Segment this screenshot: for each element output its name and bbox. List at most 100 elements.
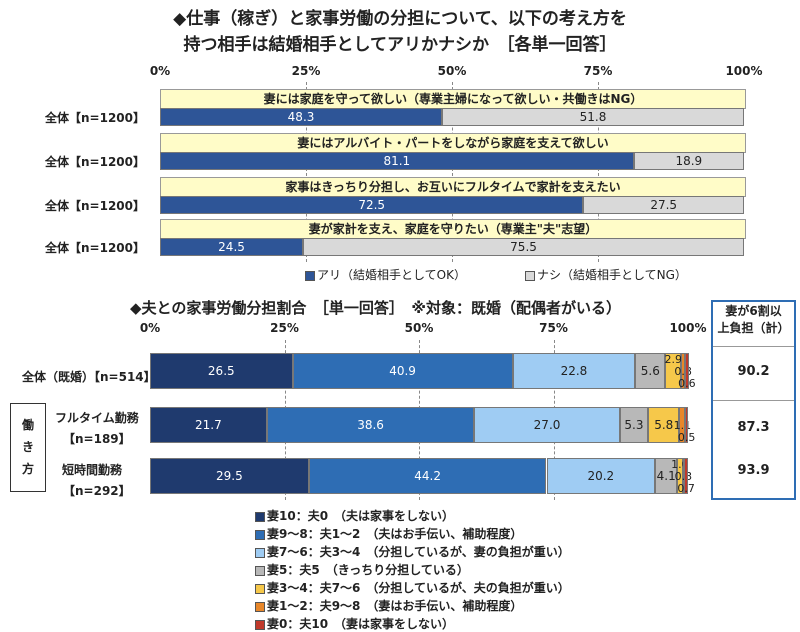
- bar-nashi: 75.5: [303, 238, 744, 256]
- row-label-total: 全体【n=1200】: [45, 199, 145, 213]
- side-char-1: 働: [21, 418, 34, 432]
- legend-ari-label: アリ（結婚相手としてOK）: [317, 268, 466, 282]
- axis2-tick-label: 100%: [669, 321, 707, 335]
- summary-value-all: 90.2: [737, 364, 770, 379]
- bar-segment: 40.9: [292, 353, 513, 389]
- bar-segment-small-label: 0.5: [677, 430, 696, 444]
- bar-segment: [677, 458, 683, 494]
- row-label-all-married: 全体（既婚）【n=514】: [22, 370, 156, 384]
- bar-segment-small-label: 0.6: [678, 376, 696, 390]
- bar-ari: 72.5: [160, 196, 584, 214]
- legend2-label: 妻5：夫5 （きっちり分担している）: [267, 563, 469, 577]
- bar-nashi: 51.8: [442, 108, 744, 126]
- bar-segment: 21.7: [150, 407, 267, 443]
- legend2-swatch: [255, 529, 265, 540]
- bar-ari: 48.3: [160, 108, 443, 126]
- axis1-gridline: [306, 82, 307, 262]
- bar-segment: 4.1: [655, 458, 678, 494]
- axis1-gridline: [598, 82, 599, 262]
- bar-segment: [684, 458, 688, 494]
- bar-nashi: 18.9: [633, 152, 744, 170]
- axis1-tick-label: 50%: [437, 64, 467, 78]
- row-label-fulltime: フルタイム勤務: [55, 411, 139, 425]
- question-label: 妻にはアルバイト・パートをしながら家庭を支えて欲しい: [160, 133, 746, 153]
- legend2-item: 妻3～4：夫7～6 （分担しているが、夫の負担が重い）: [255, 579, 570, 596]
- row-label-parttime: 短時間勤務: [62, 463, 123, 477]
- axis2-tick-label: 50%: [404, 321, 434, 335]
- summary-value-fulltime: 87.3: [737, 420, 770, 435]
- axis2-tick-label: 25%: [270, 321, 299, 335]
- row-label-total: 全体【n=1200】: [45, 241, 145, 255]
- bar-ari: 24.5: [160, 238, 304, 256]
- chart-title-line2: 持つ相手は結婚相手としてアリかナシか ［各単一回答］: [183, 35, 617, 55]
- question-label: 家事はきっちり分担し、お互いにフルタイムで家計を支えたい: [160, 177, 746, 197]
- legend2-label: 妻10：夫0 （夫は家事をしない）: [267, 509, 455, 523]
- row-label-total: 全体【n=1200】: [45, 155, 145, 169]
- axis1-tick-label: 25%: [291, 64, 321, 78]
- row-label-fulltime-n: 【n=189】: [63, 432, 131, 446]
- legend2-item: 妻0：夫10 （妻は家事をしない）: [255, 615, 454, 632]
- bar-segment: 26.5: [150, 353, 293, 389]
- bar-segment: [679, 407, 686, 443]
- bar-segment: 22.8: [512, 353, 636, 389]
- legend2-item: 妻1～2：夫9～8 （妻はお手伝い、補助程度）: [255, 597, 522, 614]
- legend2-item: 妻10：夫0 （夫は家事をしない）: [255, 507, 454, 524]
- legend-nashi-swatch: [525, 270, 535, 281]
- bar-segment: 29.5: [150, 458, 309, 494]
- axis1-tick-label: 75%: [583, 64, 613, 78]
- axis2-tick-label: 75%: [539, 321, 568, 335]
- side-char-3: 方: [21, 462, 34, 476]
- axis2-tick-label: 0%: [139, 321, 161, 335]
- summary-box: [711, 300, 796, 500]
- bar-segment: [685, 353, 689, 389]
- question-label: 妻が家計を支え、家庭を守りたい（専業主"夫"志望）: [160, 219, 746, 239]
- summary-divider: [713, 400, 794, 401]
- legend2-item: 妻9～8：夫1～2 （夫はお手伝い、補助程度）: [255, 525, 522, 542]
- row-label-total: 全体【n=1200】: [45, 111, 145, 125]
- bar-segment: 27.0: [474, 407, 620, 443]
- bar-segment: 5.6: [635, 353, 666, 389]
- bar-segment: 5.3: [619, 407, 649, 443]
- summary-header: 妻が6割以 上負担（計）: [711, 303, 796, 337]
- row-label-parttime-n: 【n=292】: [63, 484, 131, 498]
- legend2-label: 妻9～8：夫1～2 （夫はお手伝い、補助程度）: [267, 527, 523, 541]
- bar-segment: 5.8: [648, 407, 680, 443]
- bar-nashi: 27.5: [583, 196, 744, 214]
- summary-divider: [713, 346, 794, 347]
- legend2-label: 妻3～4：夫7～6 （分担しているが、夫の負担が重い）: [267, 581, 570, 595]
- summary-header-line2: 上負担（計）: [717, 321, 790, 335]
- legend2-label: 妻0：夫10 （妻は家事をしない）: [267, 617, 455, 631]
- work-style-group-box: [10, 403, 46, 492]
- summary-value-parttime: 93.9: [737, 463, 770, 478]
- bar-segment: [681, 353, 686, 389]
- bar-segment: 38.6: [266, 407, 475, 443]
- legend2-label: 妻1～2：夫9～8 （妻はお手伝い、補助程度）: [267, 599, 523, 613]
- legend2-swatch: [255, 511, 265, 522]
- legend2-swatch: [255, 565, 265, 576]
- legend-nashi-label: ナシ（結婚相手としてNG）: [537, 268, 687, 282]
- summary-header-line1: 妻が6割以: [725, 304, 782, 318]
- question-label: 妻には家庭を守って欲しい（専業主婦になって欲しい・共働きはNG）: [160, 89, 746, 109]
- bar-segment: 20.2: [546, 458, 656, 494]
- bar-segment: [685, 407, 688, 443]
- legend2-item: 妻5：夫5 （きっちり分担している）: [255, 561, 469, 578]
- bar-segment: [682, 458, 685, 494]
- axis1-tick-label: 100%: [725, 64, 763, 78]
- legend-nashi: ナシ（結婚相手としてNG）: [525, 266, 687, 283]
- axis1-gridline: [452, 82, 453, 262]
- legend2-swatch: [255, 601, 265, 612]
- bar-segment-small-label: 2.9: [664, 352, 682, 366]
- legend-ari-swatch: [305, 270, 315, 281]
- chart2-title: ◆夫との家事労働分担割合 ［単一回答］ ※対象：既婚（配偶者がいる）: [130, 299, 621, 317]
- side-char-2: き: [21, 440, 34, 454]
- legend2-item: 妻7～6：夫3～4 （分担しているが、妻の負担が重い）: [255, 543, 570, 560]
- legend2-label: 妻7～6：夫3～4 （分担しているが、妻の負担が重い）: [267, 545, 570, 559]
- legend-ari: アリ（結婚相手としてOK）: [305, 266, 466, 283]
- bar-segment-small-label: 0.7: [677, 481, 695, 495]
- legend2-swatch: [255, 619, 265, 630]
- bar-segment: [665, 353, 681, 389]
- legend2-swatch: [255, 547, 265, 558]
- bar-segment: 44.2: [308, 458, 547, 494]
- legend2-swatch: [255, 583, 265, 594]
- bar-ari: 81.1: [160, 152, 634, 170]
